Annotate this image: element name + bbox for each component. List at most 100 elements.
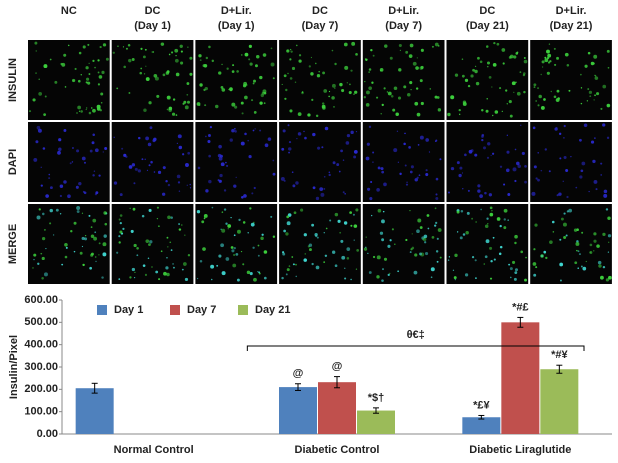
cell-dot (176, 174, 181, 179)
cell-dot (288, 147, 292, 151)
cell-dot (286, 215, 290, 219)
cell-dot (139, 71, 143, 75)
cell-dot (289, 77, 293, 80)
micrograph (446, 204, 529, 284)
cell-dot (233, 184, 237, 188)
cell-dot (522, 73, 526, 77)
cell-dot (549, 240, 553, 244)
cell-dot (341, 88, 345, 93)
cell-dot (58, 138, 62, 142)
cell-dot (384, 44, 388, 48)
cell-dot (334, 212, 339, 217)
cell-dot (253, 79, 256, 83)
cell-dot (577, 267, 580, 269)
cell-dot (474, 69, 478, 74)
cell-dot (458, 108, 461, 112)
cell-dot (73, 221, 77, 225)
column-header: (Day 7) (385, 20, 422, 32)
micrograph (446, 40, 529, 120)
cell-dot (172, 98, 176, 101)
cell-dot (439, 158, 442, 161)
cell-dot (71, 78, 76, 83)
cell-dot (174, 58, 179, 63)
cell-dot (178, 228, 182, 231)
cell-dot (298, 54, 302, 57)
cell-dot (498, 252, 502, 256)
cell-dot (244, 132, 247, 136)
cell-dot (90, 107, 93, 109)
cell-dot (475, 221, 477, 223)
cell-dot (125, 155, 128, 158)
cell-dot (153, 73, 158, 78)
cell-dot (491, 86, 493, 88)
cell-dot (205, 189, 209, 193)
cell-dot (351, 41, 356, 46)
cell-dot (474, 65, 477, 68)
cell-dot (116, 87, 119, 90)
cell-dot (344, 65, 349, 70)
cell-dot (215, 104, 219, 109)
cell-dot (322, 71, 326, 75)
cell-dot (60, 62, 63, 66)
cell-dot (64, 255, 68, 259)
cell-dot (475, 81, 480, 86)
cell-dot (85, 107, 88, 109)
cell-dot (220, 243, 225, 248)
cell-dot (303, 233, 307, 237)
cell-dot (416, 112, 421, 117)
cell-dot (314, 233, 318, 237)
cell-dot (580, 169, 584, 173)
cell-dot (544, 56, 547, 59)
cell-dot (332, 161, 336, 165)
cell-dot (328, 171, 331, 174)
cell-dot (398, 44, 402, 48)
cell-dot (292, 184, 296, 188)
cell-dot (523, 57, 526, 59)
cell-dot (198, 54, 202, 58)
cell-dot (533, 83, 537, 87)
cell-dot (419, 79, 423, 83)
cell-dot (133, 182, 136, 185)
cell-dot (58, 147, 62, 151)
cell-dot (404, 164, 407, 167)
cell-dot (550, 90, 553, 93)
cell-dot (343, 221, 348, 225)
cell-dot (165, 266, 169, 270)
cell-dot (503, 183, 506, 186)
cell-dot (298, 59, 302, 63)
cell-dot (209, 126, 213, 129)
cell-dot (35, 50, 37, 52)
cell-dot (59, 213, 62, 215)
cell-dot (380, 167, 384, 171)
cell-dot (376, 275, 380, 279)
cell-dot (515, 52, 519, 55)
cell-dot (324, 126, 329, 131)
cell-dot (286, 49, 289, 52)
cell-dot (489, 277, 493, 280)
cell-dot (166, 108, 169, 111)
micrograph (279, 40, 361, 120)
cell-dot (81, 156, 86, 161)
cell-dot (119, 193, 123, 197)
cell-dot (427, 227, 430, 230)
cell-dot (80, 110, 83, 113)
cell-dot (368, 86, 372, 90)
cell-dot (505, 168, 510, 173)
cell-dot (125, 47, 128, 50)
cell-dot (261, 233, 264, 236)
cell-dot (230, 217, 232, 219)
cell-dot (355, 268, 358, 270)
cell-dot (474, 259, 477, 262)
cell-dot (244, 52, 249, 57)
cell-dot (607, 66, 610, 69)
cell-dot (513, 55, 517, 59)
cell-dot (462, 188, 464, 190)
cell-dot (533, 248, 536, 251)
cell-dot (102, 43, 107, 47)
cell-dot (257, 271, 259, 273)
cell-dot (238, 218, 241, 222)
cell-dot (308, 248, 312, 252)
cell-dot (105, 57, 109, 61)
cell-dot (116, 251, 119, 254)
cell-dot (88, 62, 90, 64)
